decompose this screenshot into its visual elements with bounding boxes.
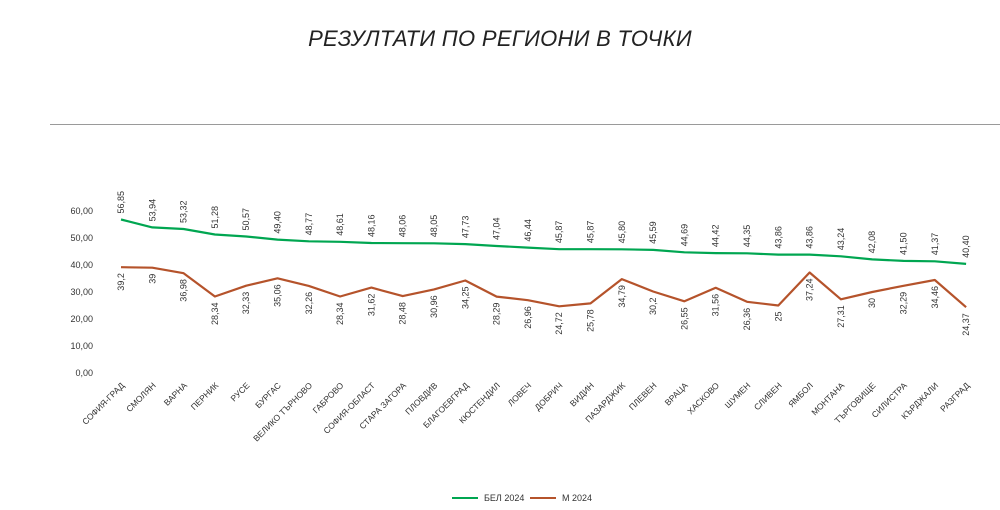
data-label-bel: 45,80 [617,221,627,244]
data-label-bel: 45,87 [554,221,564,244]
x-category-label: РАЗГРАД [938,380,972,414]
data-label-m: 36,98 [179,279,189,302]
legend-swatch-m [530,497,556,499]
x-category-label: ЯМБОЛ [786,380,815,409]
data-label-m: 28,34 [335,302,345,325]
data-label-bel: 56,85 [116,191,126,214]
data-label-m: 39,2 [116,273,126,291]
data-label-bel: 41,50 [899,232,909,255]
x-category-label: ПЕРНИК [189,380,221,412]
data-label-bel: 50,57 [241,208,251,231]
y-tick-label: 30,00 [70,287,93,297]
title-divider [50,124,1000,125]
data-label-bel: 46,44 [523,219,533,242]
chart-title: РЕЗУЛТАТИ ПО РЕГИОНИ В ТОЧКИ [308,26,692,51]
data-label-bel: 40,40 [961,235,971,258]
legend-swatch-bel [452,497,478,499]
data-label-bel: 48,77 [304,213,314,236]
data-label-m: 32,29 [899,292,909,315]
data-label-bel: 43,24 [836,228,846,251]
y-tick-label: 20,00 [70,314,93,324]
data-label-m: 31,56 [711,294,721,317]
data-label-m: 34,25 [460,287,470,310]
data-label-m: 37,24 [805,278,815,301]
data-label-m: 39 [147,274,157,284]
data-label-bel: 47,04 [492,217,502,240]
data-label-m: 28,34 [210,302,220,325]
x-category-label: ЛОВЕЧ [506,380,534,408]
data-label-m: 26,36 [742,308,752,331]
data-label-m: 26,55 [679,307,689,330]
data-label-bel: 45,87 [586,221,596,244]
legend-label-bel: БЕЛ 2024 [484,493,525,503]
data-label-m: 30 [867,298,877,308]
x-category-label: ПЛЕВЕН [627,380,659,412]
data-label-m: 32,33 [241,292,251,315]
legend-item-m: М 2024 [530,493,592,503]
legend-label-m: М 2024 [562,493,593,503]
data-label-m: 31,62 [366,294,376,317]
data-label-bel: 42,08 [867,231,877,254]
x-category-label: ВРАЦА [663,380,690,407]
data-label-m: 32,26 [304,292,314,315]
data-label-bel: 48,06 [398,215,408,238]
x-category-label: СМОЛЯН [124,380,158,414]
data-label-m: 34,46 [930,286,940,309]
series-line-bel [120,218,967,265]
data-label-bel: 48,05 [429,215,439,238]
x-category-label: ВИДИН [568,380,596,408]
data-label-m: 35,06 [273,284,283,307]
y-tick-label: 40,00 [70,260,93,270]
data-label-bel: 43,86 [773,226,783,249]
data-label-m: 28,48 [398,302,408,325]
y-tick-label: 50,00 [70,233,93,243]
x-category-label: РУСЕ [228,380,251,403]
data-label-bel: 53,94 [147,199,157,222]
x-category-label: ХАСКОВО [685,380,721,416]
data-label-m: 30,96 [429,295,439,318]
data-label-bel: 44,42 [711,225,721,248]
data-label-bel: 53,32 [179,201,189,224]
data-label-m: 34,79 [617,285,627,308]
data-label-bel: 45,59 [648,221,658,244]
data-label-m: 25 [773,312,783,322]
x-category-label: ВЕЛИКО ТЪРНОВО [251,380,314,443]
data-label-bel: 48,61 [335,213,345,236]
data-label-m: 30,2 [648,297,658,315]
data-label-m: 28,29 [492,303,502,326]
data-label-m: 24,37 [961,313,971,336]
x-category-label: ДОБРИЧ [533,380,565,412]
x-category-label: ШУМЕН [723,380,753,410]
data-label-m: 27,31 [836,305,846,328]
legend-item-bel: БЕЛ 2024 [452,493,524,503]
x-category-label: ВАРНА [162,380,189,407]
y-tick-label: 60,00 [70,206,93,216]
data-label-bel: 41,37 [930,233,940,256]
data-label-bel: 43,86 [805,226,815,249]
data-label-bel: 48,16 [366,214,376,237]
data-label-bel: 44,69 [679,224,689,247]
data-label-m: 24,72 [554,312,564,335]
data-label-bel: 44,35 [742,225,752,248]
x-category-label: СЛИВЕН [752,380,784,412]
x-category-label: БУРГАС [253,380,283,410]
data-label-bel: 47,73 [460,216,470,239]
data-label-bel: 49,40 [273,211,283,234]
data-label-m: 26,96 [523,306,533,329]
y-tick-label: 10,00 [70,341,93,351]
y-tick-label: 0,00 [75,368,93,378]
data-label-m: 25,78 [586,309,596,332]
data-label-bel: 51,28 [210,206,220,229]
series-line-m [120,266,967,309]
line-chart: 0,00 10,00 20,00 30,00 40,00 50,00 60,00 СОФИЯ-… [70,191,972,443]
x-category-label: СОФИЯ-ГРАД [80,380,126,426]
